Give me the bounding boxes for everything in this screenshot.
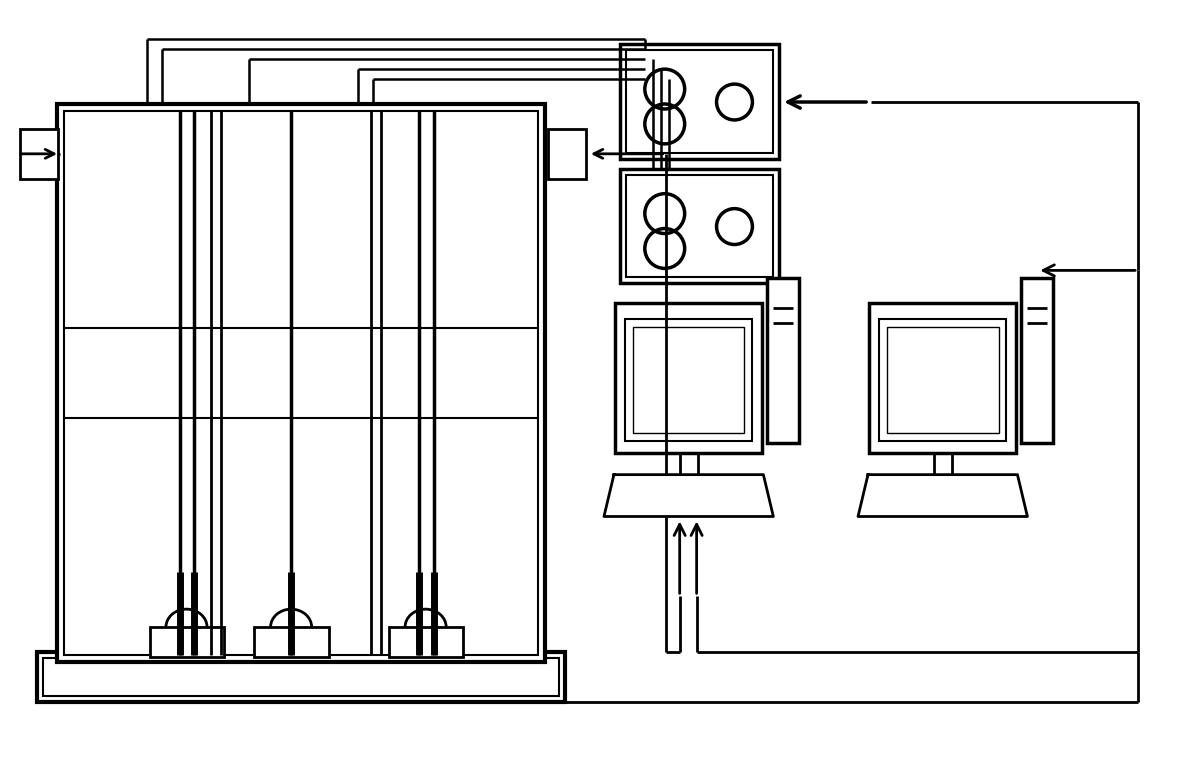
Bar <box>676 503 687 512</box>
Bar <box>1004 492 1015 500</box>
Bar <box>706 480 716 487</box>
Bar <box>900 503 910 512</box>
Bar <box>676 492 687 500</box>
Bar <box>616 503 627 512</box>
Bar <box>615 303 763 453</box>
Bar <box>20 129 58 179</box>
Bar <box>626 175 774 277</box>
Bar <box>616 492 627 500</box>
Bar <box>887 327 998 433</box>
Bar <box>990 503 1001 512</box>
Bar <box>945 492 956 500</box>
Bar <box>720 480 732 487</box>
Bar <box>660 503 671 512</box>
Bar <box>255 627 328 657</box>
Bar <box>900 480 910 487</box>
Bar <box>903 508 972 513</box>
Bar <box>900 492 910 500</box>
Bar <box>990 492 1001 500</box>
Bar <box>43 658 559 696</box>
Bar <box>631 480 641 487</box>
Bar <box>959 480 971 487</box>
Bar <box>690 492 702 500</box>
Polygon shape <box>858 475 1027 516</box>
Bar <box>706 492 716 500</box>
Bar <box>690 480 702 487</box>
Bar <box>706 503 716 512</box>
Bar <box>869 303 1016 453</box>
Bar <box>735 480 746 487</box>
Bar <box>915 503 926 512</box>
Bar <box>990 480 1001 487</box>
Bar <box>625 319 752 440</box>
Bar <box>57 104 545 662</box>
Bar <box>633 327 745 433</box>
Bar <box>870 480 881 487</box>
Bar <box>929 503 941 512</box>
Bar <box>751 492 762 500</box>
Bar <box>768 278 800 443</box>
Bar <box>660 492 671 500</box>
Bar <box>660 480 671 487</box>
Bar <box>720 492 732 500</box>
Bar <box>646 503 657 512</box>
Bar <box>945 480 956 487</box>
Bar <box>1004 503 1015 512</box>
Bar <box>975 480 985 487</box>
Bar <box>915 492 926 500</box>
Bar <box>975 492 985 500</box>
Bar <box>929 492 941 500</box>
Bar <box>735 503 746 512</box>
Bar <box>735 492 746 500</box>
Bar <box>885 480 896 487</box>
Polygon shape <box>605 475 774 516</box>
Bar <box>676 480 687 487</box>
Bar <box>885 492 896 500</box>
Bar <box>959 492 971 500</box>
Bar <box>879 319 1007 440</box>
Bar <box>626 50 774 153</box>
Bar <box>646 492 657 500</box>
Bar <box>690 503 702 512</box>
Bar <box>720 503 732 512</box>
Bar <box>37 652 565 702</box>
Bar <box>870 492 881 500</box>
Bar <box>549 129 585 179</box>
Bar <box>646 480 657 487</box>
Bar <box>870 503 881 512</box>
Bar <box>959 503 971 512</box>
Bar <box>945 503 956 512</box>
Bar <box>975 503 985 512</box>
Bar <box>751 480 762 487</box>
Bar <box>631 492 641 500</box>
Bar <box>616 480 627 487</box>
Bar <box>915 480 926 487</box>
Bar <box>64 111 538 655</box>
Bar <box>620 44 779 159</box>
Bar <box>150 627 225 657</box>
Bar <box>751 503 762 512</box>
Bar <box>1021 278 1053 443</box>
Bar <box>885 503 896 512</box>
Bar <box>631 503 641 512</box>
Bar <box>389 627 463 657</box>
Bar <box>620 169 779 283</box>
Bar <box>929 480 941 487</box>
Bar <box>649 508 719 513</box>
Bar <box>1004 480 1015 487</box>
